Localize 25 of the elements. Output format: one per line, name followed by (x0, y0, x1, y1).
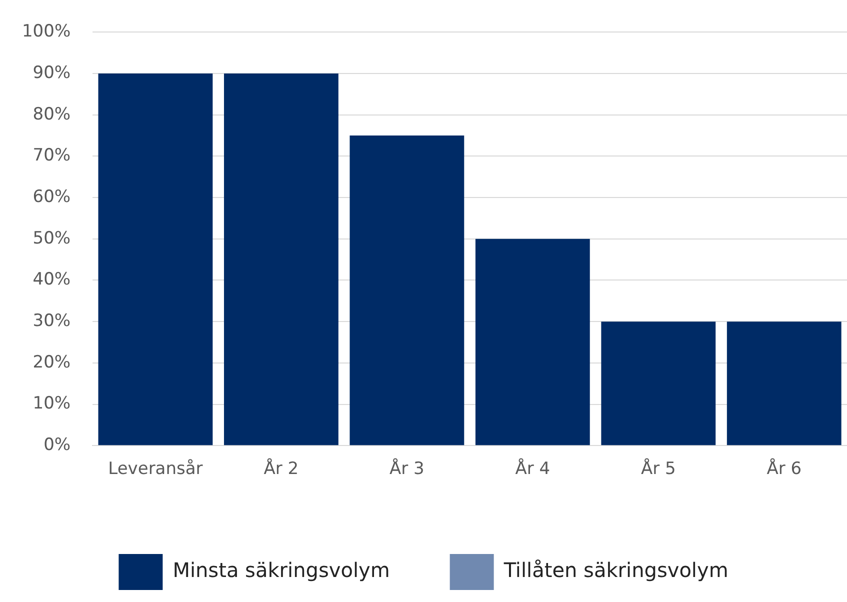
y-tick-label: 30% (32, 311, 71, 331)
y-tick-label: 50% (32, 228, 71, 248)
x-tick-label: År 5 (640, 458, 676, 480)
x-tick-label: År 6 (766, 458, 802, 480)
x-tick-label: År 4 (515, 458, 550, 480)
bar (98, 74, 213, 446)
bar (350, 136, 464, 446)
bar (601, 322, 716, 446)
x-tick-label: Leveransår (108, 459, 203, 480)
bar (224, 74, 338, 446)
legend-label: Minsta säkringsvolym (172, 558, 390, 582)
y-tick-label: 80% (32, 104, 71, 124)
legend-label: Tillåten säkringsvolym (502, 558, 728, 582)
x-tick-label: År 2 (264, 458, 299, 480)
y-tick-label: 100% (22, 22, 71, 42)
y-tick-label: 90% (32, 62, 71, 83)
x-tick-label: År 3 (390, 458, 424, 480)
bar (475, 238, 590, 446)
y-tick-label: 70% (32, 146, 71, 166)
bar (726, 322, 842, 446)
y-tick-label: 10% (32, 394, 71, 414)
y-tick-label: 0% (44, 435, 71, 456)
y-tick-label: 60% (32, 186, 71, 207)
y-tick-label: 20% (32, 352, 71, 372)
y-tick-label: 40% (32, 270, 71, 290)
